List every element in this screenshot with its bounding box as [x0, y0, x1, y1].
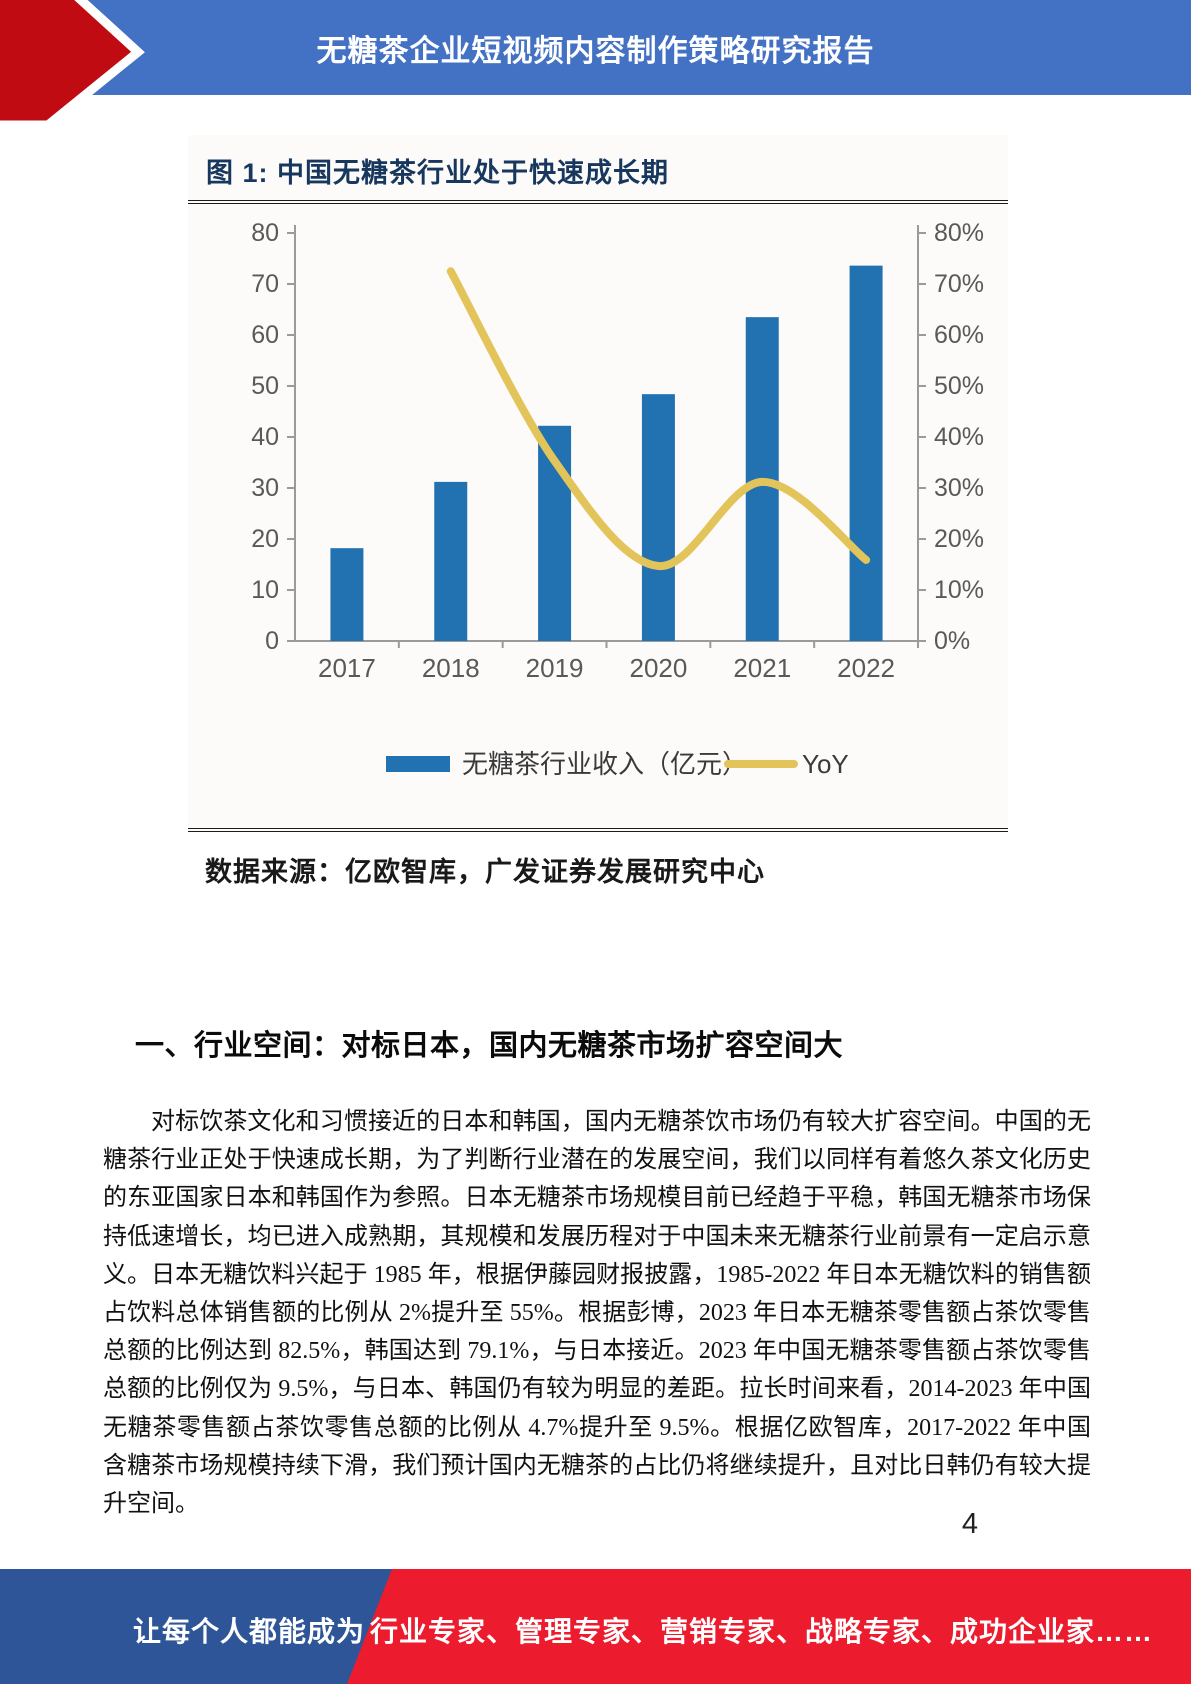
section-heading: 一、行业空间：对标日本，国内无糖茶市场扩容空间大	[135, 1030, 844, 1062]
footer-bar: 让每个人都能成为 行业专家、管理专家、营销专家、战略专家、成功企业家……	[0, 1569, 1191, 1684]
x-tick-label: 2018	[422, 653, 480, 683]
bar-2018	[434, 481, 468, 641]
left-tick-label: 0	[265, 627, 279, 655]
right-tick-label: 50%	[934, 372, 984, 400]
footer-left-text: 让每个人都能成为	[133, 1616, 366, 1647]
bar-2020	[641, 394, 675, 641]
left-tick-label: 20	[251, 525, 279, 553]
header-bar: 无糖茶企业短视频内容制作策略研究报告	[0, 0, 1191, 130]
right-tick-label: 30%	[934, 474, 984, 502]
left-tick-label: 80	[251, 219, 279, 247]
red-arrow-shape	[0, 0, 145, 130]
page-title: 无糖茶企业短视频内容制作策略研究报告	[316, 34, 875, 68]
x-tick-label: 2019	[526, 653, 584, 683]
figure: 图 1: 中国无糖茶行业处于快速成长期 0 10 20 30 40 50 60 70 80 0% 1…	[188, 135, 1008, 832]
footer-blue-panel	[0, 1569, 392, 1684]
right-tick-label: 80%	[934, 219, 984, 247]
footer-right-text: 行业专家、管理专家、营销专家、战略专家、成功企业家……	[370, 1616, 1154, 1647]
source-note: 数据来源：亿欧智库，广发证券发展研究中心	[205, 857, 765, 887]
x-tick-label: 2021	[733, 653, 791, 683]
left-tick-label: 70	[251, 270, 279, 298]
left-tick-label: 60	[251, 321, 279, 349]
bar-line-chart: 0 10 20 30 40 50 60 70 80 0% 10% 20% 30% 40% 50% 60% 70%…	[251, 219, 984, 779]
legend-bar-swatch	[386, 756, 450, 772]
body-paragraph: 对标饮茶文化和习惯接近的日本和韩国，国内无糖茶饮市场仍有较大扩容空间。中国的无糖…	[103, 1109, 1091, 1518]
left-tick-label: 50	[251, 372, 279, 400]
left-tick-label: 30	[251, 474, 279, 502]
legend-line-label: YoY	[802, 749, 849, 779]
red-arrow-icon	[0, 0, 145, 130]
figure-title: 图 1: 中国无糖茶行业处于快速成长期	[188, 135, 1008, 204]
page-number: 4	[961, 1508, 979, 1540]
right-tick-label: 10%	[934, 576, 984, 604]
left-tick-label: 10	[251, 576, 279, 604]
figure-bottom-rule	[188, 828, 1008, 832]
bar-2022	[849, 265, 883, 641]
yoy-line	[446, 267, 871, 571]
x-tick-label: 2022	[837, 653, 895, 683]
left-tick-label: 40	[251, 423, 279, 451]
right-tick-label: 70%	[934, 270, 984, 298]
x-tick-label: 2017	[318, 653, 376, 683]
legend-bar-label: 无糖茶行业收入（亿元）	[462, 749, 748, 779]
right-tick-label: 20%	[934, 525, 984, 553]
right-tick-label: 60%	[934, 321, 984, 349]
x-tick-label: 2020	[629, 653, 687, 683]
right-tick-label: 0%	[934, 627, 970, 655]
right-tick-label: 40%	[934, 423, 984, 451]
bar-2017	[330, 548, 364, 641]
